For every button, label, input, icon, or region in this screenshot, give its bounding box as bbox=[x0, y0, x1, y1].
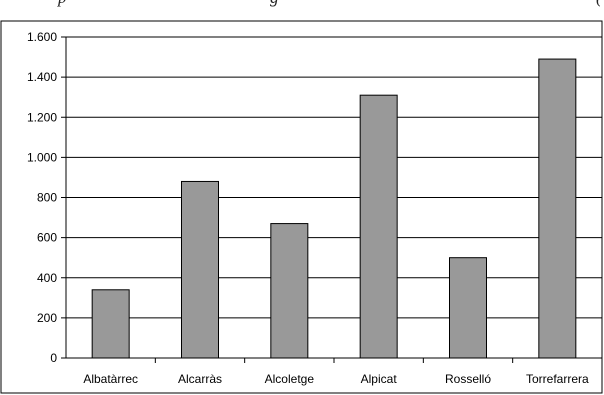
header-fragment-middle: g bbox=[270, 0, 279, 8]
x-tick-label: Alcarràs bbox=[178, 372, 222, 386]
x-tick-label: Alpicat bbox=[361, 372, 398, 386]
chart-border bbox=[0, 20, 603, 394]
x-axis-labels: Albatàrrec Alcarràs Alcoletge Alpicat Rossel… bbox=[83, 358, 603, 386]
bar bbox=[538, 58, 577, 359]
x-tick-label: Albatàrrec bbox=[83, 372, 138, 386]
bar bbox=[359, 94, 398, 359]
y-axis-ticks: 0 200 400 600 800 1.000 1.200 1.400 1.600 bbox=[27, 30, 66, 365]
header-fragment-left: p bbox=[58, 0, 67, 8]
y-tick-label: 1.000 bbox=[27, 150, 57, 164]
y-tick-label: 1.200 bbox=[27, 110, 57, 124]
y-tick-label: 200 bbox=[37, 311, 57, 325]
y-tick-label: 0 bbox=[50, 351, 57, 365]
y-tick-label: 1.600 bbox=[27, 30, 57, 44]
y-tick-label: 400 bbox=[37, 271, 57, 285]
y-tick-label: 1.400 bbox=[27, 70, 57, 84]
bars bbox=[91, 58, 577, 359]
bar bbox=[91, 289, 130, 359]
bar bbox=[270, 223, 309, 359]
bar bbox=[181, 180, 219, 359]
x-tick-label: Torrefarrera bbox=[526, 372, 589, 386]
gridlines bbox=[66, 36, 602, 319]
y-tick-label: 800 bbox=[37, 191, 57, 205]
x-tick-label: Rosselló bbox=[445, 372, 491, 386]
cut-off-header-text: p g ( bbox=[0, 0, 604, 22]
bar bbox=[449, 257, 487, 359]
y-tick-label: 600 bbox=[37, 231, 57, 245]
header-fragment-right: ( bbox=[596, 0, 602, 8]
x-tick-label: Alcoletge bbox=[265, 372, 315, 386]
